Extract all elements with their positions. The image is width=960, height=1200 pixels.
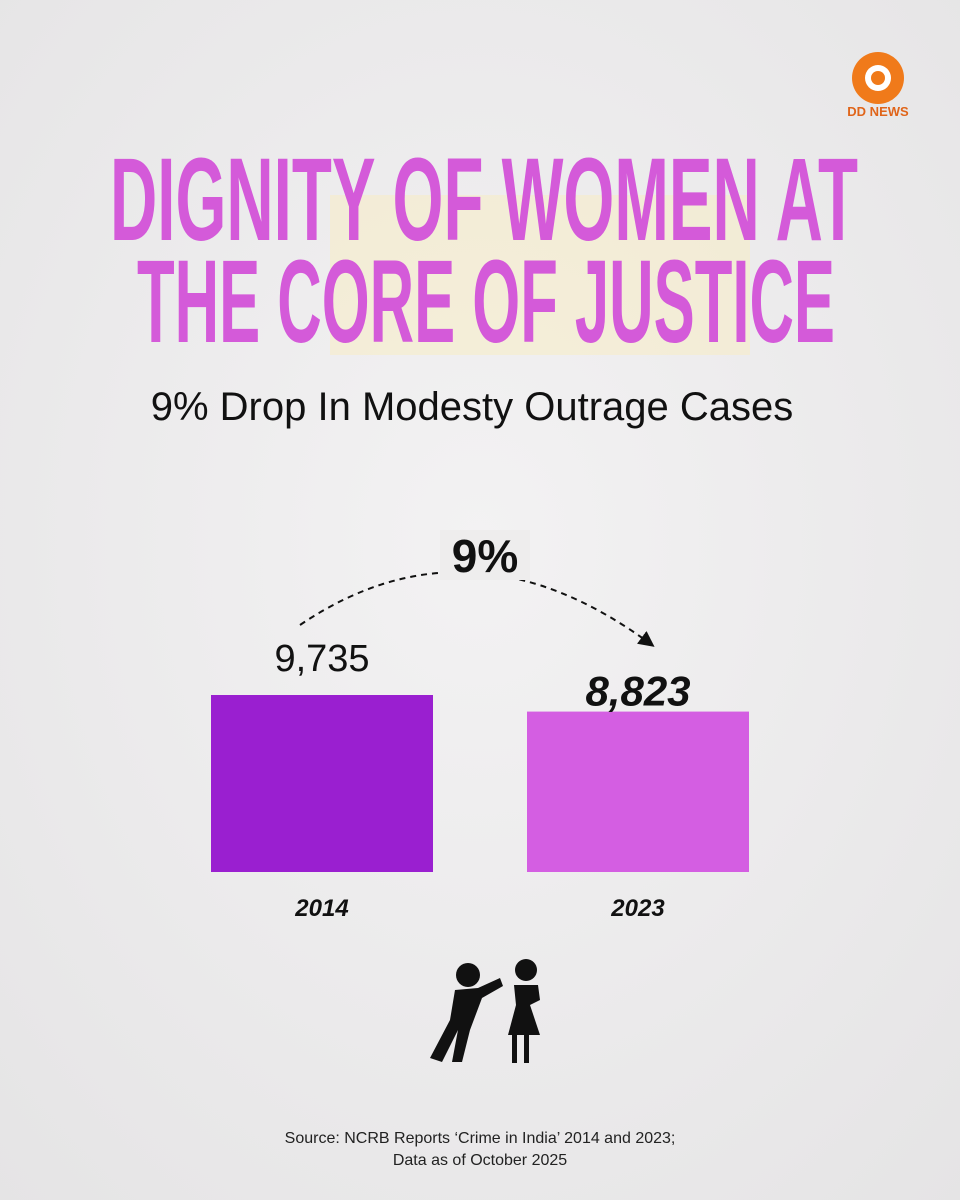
logo-text: DD NEWS	[847, 104, 909, 119]
bar	[211, 695, 433, 872]
logo-dot	[871, 71, 885, 85]
value-label: 8,823	[585, 668, 690, 715]
change-arrow	[299, 571, 655, 647]
chart-title-line: DIGNITY OF WOMEN AT	[110, 134, 858, 266]
chart-subtitle: 9% Drop In Modesty Outrage Cases	[151, 385, 794, 429]
x-tick-label: 2014	[294, 895, 348, 922]
chart-title-line: THE CORE OF JUSTICE	[137, 236, 835, 368]
change-annotation: 9%	[452, 530, 518, 582]
annotation-backdrop	[440, 530, 530, 580]
people-icon	[430, 959, 540, 1063]
bar	[527, 711, 749, 872]
logo: DD NEWS	[847, 52, 909, 119]
value-label: 9,735	[274, 638, 369, 680]
x-tick-label: 2023	[610, 895, 665, 922]
title-highlight	[330, 195, 750, 355]
source-line: Source: NCRB Reports ‘Crime in India’ 20…	[285, 1130, 676, 1147]
source-line: Data as of October 2025	[393, 1152, 567, 1169]
